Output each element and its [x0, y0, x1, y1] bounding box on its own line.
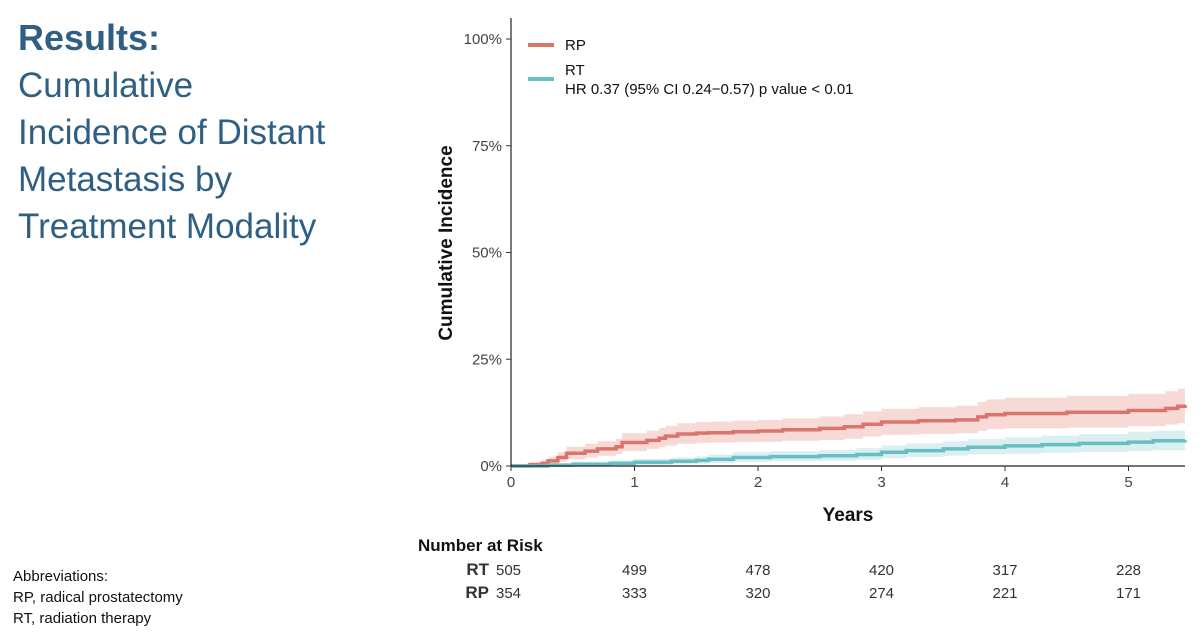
x-tick-label: 0	[507, 474, 515, 491]
risk-row-label: RP	[465, 583, 489, 602]
y-tick-label: 50%	[472, 245, 502, 262]
abbreviation-item: RP, radical prostatectomy	[13, 589, 183, 606]
x-tick-label: 3	[877, 474, 885, 491]
risk-value: 228	[1116, 562, 1141, 579]
x-axis-title: Years	[823, 505, 874, 526]
subtitle-line: Treatment Modality	[18, 207, 317, 246]
risk-value: 499	[622, 562, 647, 579]
risk-value: 478	[745, 562, 770, 579]
risk-table-rows: RT 505 499 478 420 317 228 RP 354 333 320 274 221 171	[465, 560, 1141, 602]
abbreviation-item: RT, radiation therapy	[13, 610, 152, 627]
series-lines	[511, 404, 1187, 468]
x-tick-label: 1	[630, 474, 638, 491]
y-axis-title: Cumulative Incidence	[436, 145, 457, 340]
subtitle-line: Metastasis by	[18, 160, 232, 199]
x-tick-label: 5	[1124, 474, 1132, 491]
ci-band-rt	[511, 429, 1185, 466]
risk-value: 354	[496, 585, 521, 602]
risk-value: 317	[992, 562, 1017, 579]
slide-subtitle: Cumulative Incidence of Distant Metastas…	[18, 62, 418, 250]
risk-value: 221	[992, 585, 1017, 602]
legend-label-rp: RP	[565, 37, 586, 54]
abbreviations: Abbreviations: RP, radical prostatectomy…	[13, 566, 183, 629]
y-tick-label: 75%	[472, 138, 502, 155]
x-tick-label: 2	[754, 474, 762, 491]
series-line-rp	[511, 404, 1187, 468]
risk-value: 505	[496, 562, 521, 579]
slide-title: Results: Cumulative Incidence of Distant…	[18, 18, 418, 250]
y-axis-ticks: 0% 25% 50% 75% 100%	[464, 31, 511, 475]
y-tick-label: 25%	[472, 351, 502, 368]
legend: RP RT HR 0.37 (95% CI 0.24−0.57) p value…	[528, 37, 854, 98]
subtitle-line: Cumulative	[18, 66, 194, 105]
slide-heading: Results:	[18, 17, 161, 58]
x-axis-ticks: 0 1 2 3 4 5	[507, 466, 1133, 491]
risk-row-label: RT	[466, 560, 489, 579]
risk-value: 171	[1116, 585, 1141, 602]
risk-table: Number at Risk RT 505 499 478 420 317 228 RP 354…	[418, 536, 1141, 602]
subtitle-line: Incidence of Distant	[18, 113, 326, 152]
hazard-ratio-annotation: HR 0.37 (95% CI 0.24−0.57) p value < 0.0…	[565, 81, 854, 98]
y-tick-label: 100%	[464, 31, 502, 48]
risk-value: 333	[622, 585, 647, 602]
risk-value: 320	[745, 585, 770, 602]
legend-label-rt: RT	[565, 62, 585, 79]
risk-value: 420	[869, 562, 894, 579]
abbreviations-title: Abbreviations:	[13, 568, 109, 585]
y-tick-label: 0%	[480, 458, 502, 475]
risk-value: 274	[869, 585, 894, 602]
x-tick-label: 4	[1001, 474, 1009, 491]
risk-table-title: Number at Risk	[418, 536, 543, 555]
series-line-rt	[511, 439, 1187, 468]
